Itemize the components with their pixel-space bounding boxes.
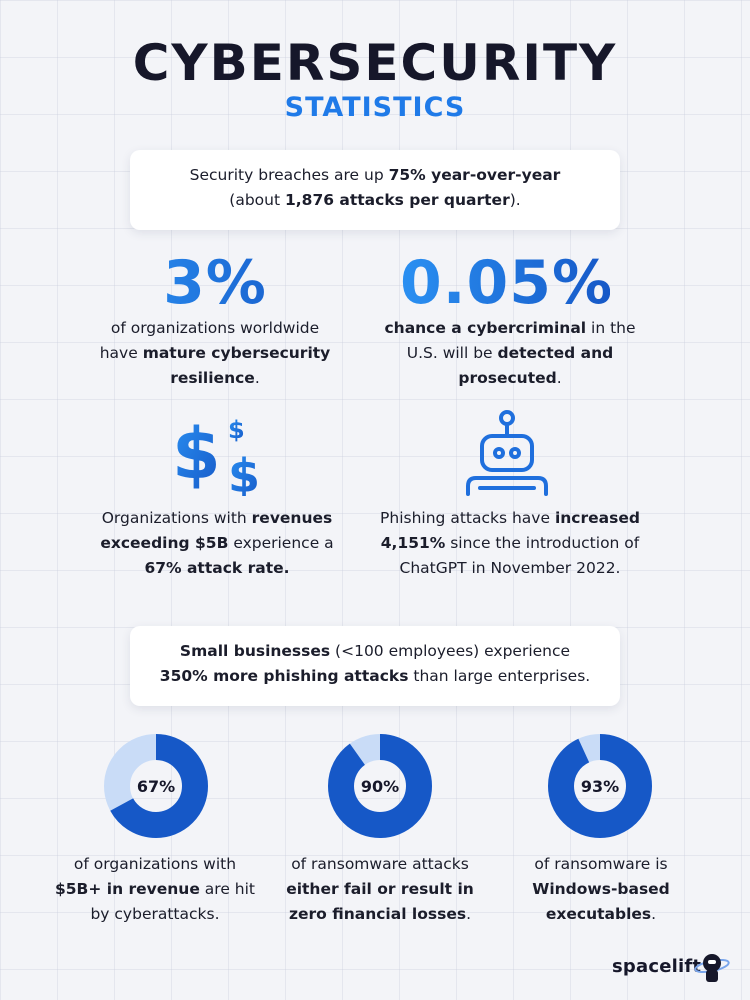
donut-text-post: .	[466, 905, 471, 923]
prosecution-text-post: .	[556, 369, 562, 387]
donut-fill	[104, 734, 208, 838]
small-business-card: Small businesses (<100 employees) experi…	[130, 626, 620, 706]
small-business-highlight: Small businesses	[179, 642, 331, 660]
donut-ring	[328, 734, 432, 838]
donut-text-revenue: of organizations with $5B+ in revenue ar…	[50, 852, 260, 927]
resilience-text-pre: of organizations worldwide have	[99, 319, 320, 362]
breaches-line-1: Security breaches are up 75% year-over-y…	[130, 163, 620, 188]
brand-name: spacelift	[612, 956, 702, 977]
donut-highlight: Windows-based executables	[532, 880, 670, 923]
resilience-highlight: mature cybersecurity resilience	[142, 344, 331, 387]
astronaut-logo-icon	[694, 954, 730, 982]
robot-icon	[466, 410, 548, 496]
revenue-text-mid: experience a	[228, 534, 334, 552]
breaches-highlight: 75% year-over-year	[388, 166, 561, 184]
revenue-highlight-2: 67% attack rate.	[144, 559, 290, 577]
donut-label: 93%	[580, 776, 620, 796]
donut-chart-windows: 93%	[548, 734, 652, 838]
breaches-line-2: (about 1,876 attacks per quarter).	[130, 188, 620, 213]
revenue-stat-text: Organizations with revenues exceeding $5…	[82, 506, 352, 581]
breaches-card: Security breaches are up 75% year-over-y…	[130, 150, 620, 230]
donut-text-pre: of ransomware attacks	[291, 855, 469, 873]
phishing-highlight: increased 4,151%	[380, 509, 640, 552]
small-business-line-1: Small businesses (<100 employees) experi…	[130, 639, 620, 664]
donut-fill	[548, 734, 652, 838]
revenue-highlight-1: revenues exceeding $5B	[100, 509, 333, 552]
prosecution-text-mid: in the U.S. will be	[406, 319, 636, 362]
donut-ring	[104, 734, 208, 838]
phishing-more-text: than large enterprises.	[408, 667, 591, 685]
phishing-text-pre: Phishing attacks have	[380, 509, 555, 527]
attacks-highlight: 1,876 attacks per quarter	[284, 191, 510, 209]
donut-label: 67%	[136, 776, 176, 796]
donut-text-windows: of ransomware is Windows-based executabl…	[498, 852, 704, 927]
prosecution-highlight-2: detected and prosecuted	[458, 344, 614, 387]
svg-text:$: $	[228, 449, 260, 496]
resilience-stat-text: of organizations worldwide have mature c…	[90, 316, 340, 391]
donut-chart-revenue: 67%	[104, 734, 208, 838]
donut-text-pre: of ransomware is	[534, 855, 668, 873]
attacks-text-post: ).	[509, 191, 521, 209]
donut-ring	[548, 734, 652, 838]
donut-label: 90%	[360, 776, 400, 796]
phishing-stat-text: Phishing attacks have increased 4,151% s…	[380, 506, 640, 581]
donut-text-pre: of organizations with	[73, 855, 237, 873]
page-title: CYBERSECURITY	[132, 34, 618, 92]
prosecution-highlight-1: chance a cybercriminal	[384, 319, 587, 337]
prosecution-stat-text: chance a cybercriminal in the U.S. will …	[370, 316, 650, 391]
resilience-stat-value: 3%	[110, 248, 320, 318]
phishing-text-post: since the introduction of ChatGPT in Nov…	[399, 534, 640, 577]
phishing-more-highlight: 350% more phishing attacks	[159, 667, 409, 685]
dollar-signs-icon: $ $ $	[172, 413, 260, 496]
resilience-text-post: .	[254, 369, 260, 387]
donut-text-post: are hit by cyberattacks.	[90, 880, 255, 923]
brand-logo: spacelift	[612, 950, 732, 986]
donut-text-ransomware-fail: of ransomware attacks either fail or res…	[282, 852, 478, 927]
donut-text-post: .	[651, 905, 657, 923]
small-business-line-2: 350% more phishing attacks than large en…	[130, 664, 620, 689]
donut-fill	[328, 734, 432, 838]
donut-highlight: either fail or result in zero financial …	[286, 880, 474, 923]
donut-highlight: $5B+ in revenue	[54, 880, 200, 898]
prosecution-stat-value: 0.05%	[400, 248, 614, 318]
svg-text:$: $	[172, 413, 221, 495]
svg-text:$: $	[228, 416, 245, 444]
page-subtitle: STATISTICS	[284, 92, 466, 123]
revenue-text-pre: Organizations with	[101, 509, 252, 527]
breaches-text: Security breaches are up	[189, 166, 389, 184]
attacks-text-pre: (about	[229, 191, 285, 209]
small-business-text: (<100 employees) experience	[330, 642, 571, 660]
donut-chart-ransomware-fail: 90%	[328, 734, 432, 838]
